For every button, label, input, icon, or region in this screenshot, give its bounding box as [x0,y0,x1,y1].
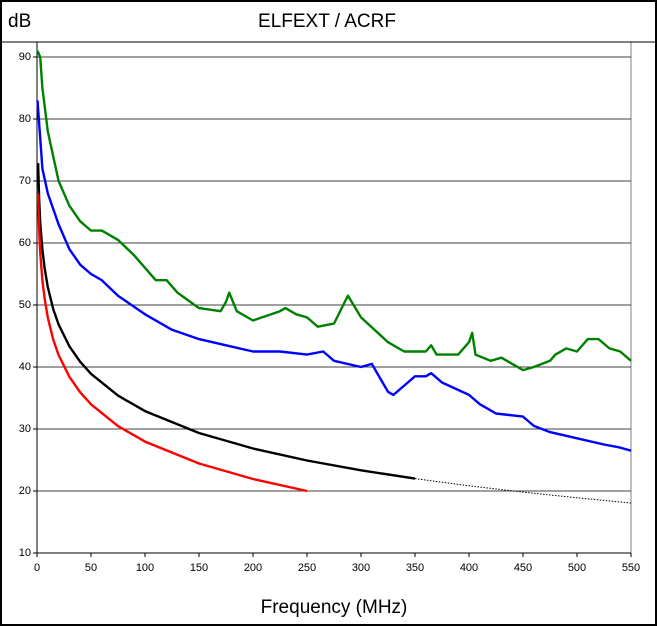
series-line [36,100,632,452]
x-tick-label: 450 [514,562,532,574]
x-tick-label: 400 [460,562,478,574]
plot-area [36,41,632,554]
y-tick-label: 80 [19,113,31,125]
series-line [414,478,632,504]
y-tick-label: 70 [19,175,31,187]
x-tick-label: 150 [190,562,208,574]
x-tick-label: 200 [244,562,262,574]
y-tick-label: 10 [19,547,31,559]
series-line [36,193,308,493]
x-tick-label: 50 [85,562,97,574]
x-tick-label: 0 [34,562,40,574]
y-tick-label: 20 [19,485,31,497]
x-tick-label: 500 [568,562,586,574]
series-line [36,50,632,372]
series-line [36,163,416,480]
y-tick-label: 50 [19,299,31,311]
x-tick-label: 250 [298,562,316,574]
y-tick-label: 30 [19,423,31,435]
x-tick-label: 350 [406,562,424,574]
x-tick-label: 100 [136,562,154,574]
x-tick-label: 550 [622,562,640,574]
y-tick-label: 40 [19,361,31,373]
y-tick-label: 90 [19,51,31,63]
y-axis-label: dB [8,11,31,32]
x-axis-label: Frequency (MHz) [261,597,408,618]
x-tick-label: 300 [352,562,370,574]
chart-title: ELFEXT / ACRF [258,11,396,32]
y-tick-label: 60 [19,237,31,249]
